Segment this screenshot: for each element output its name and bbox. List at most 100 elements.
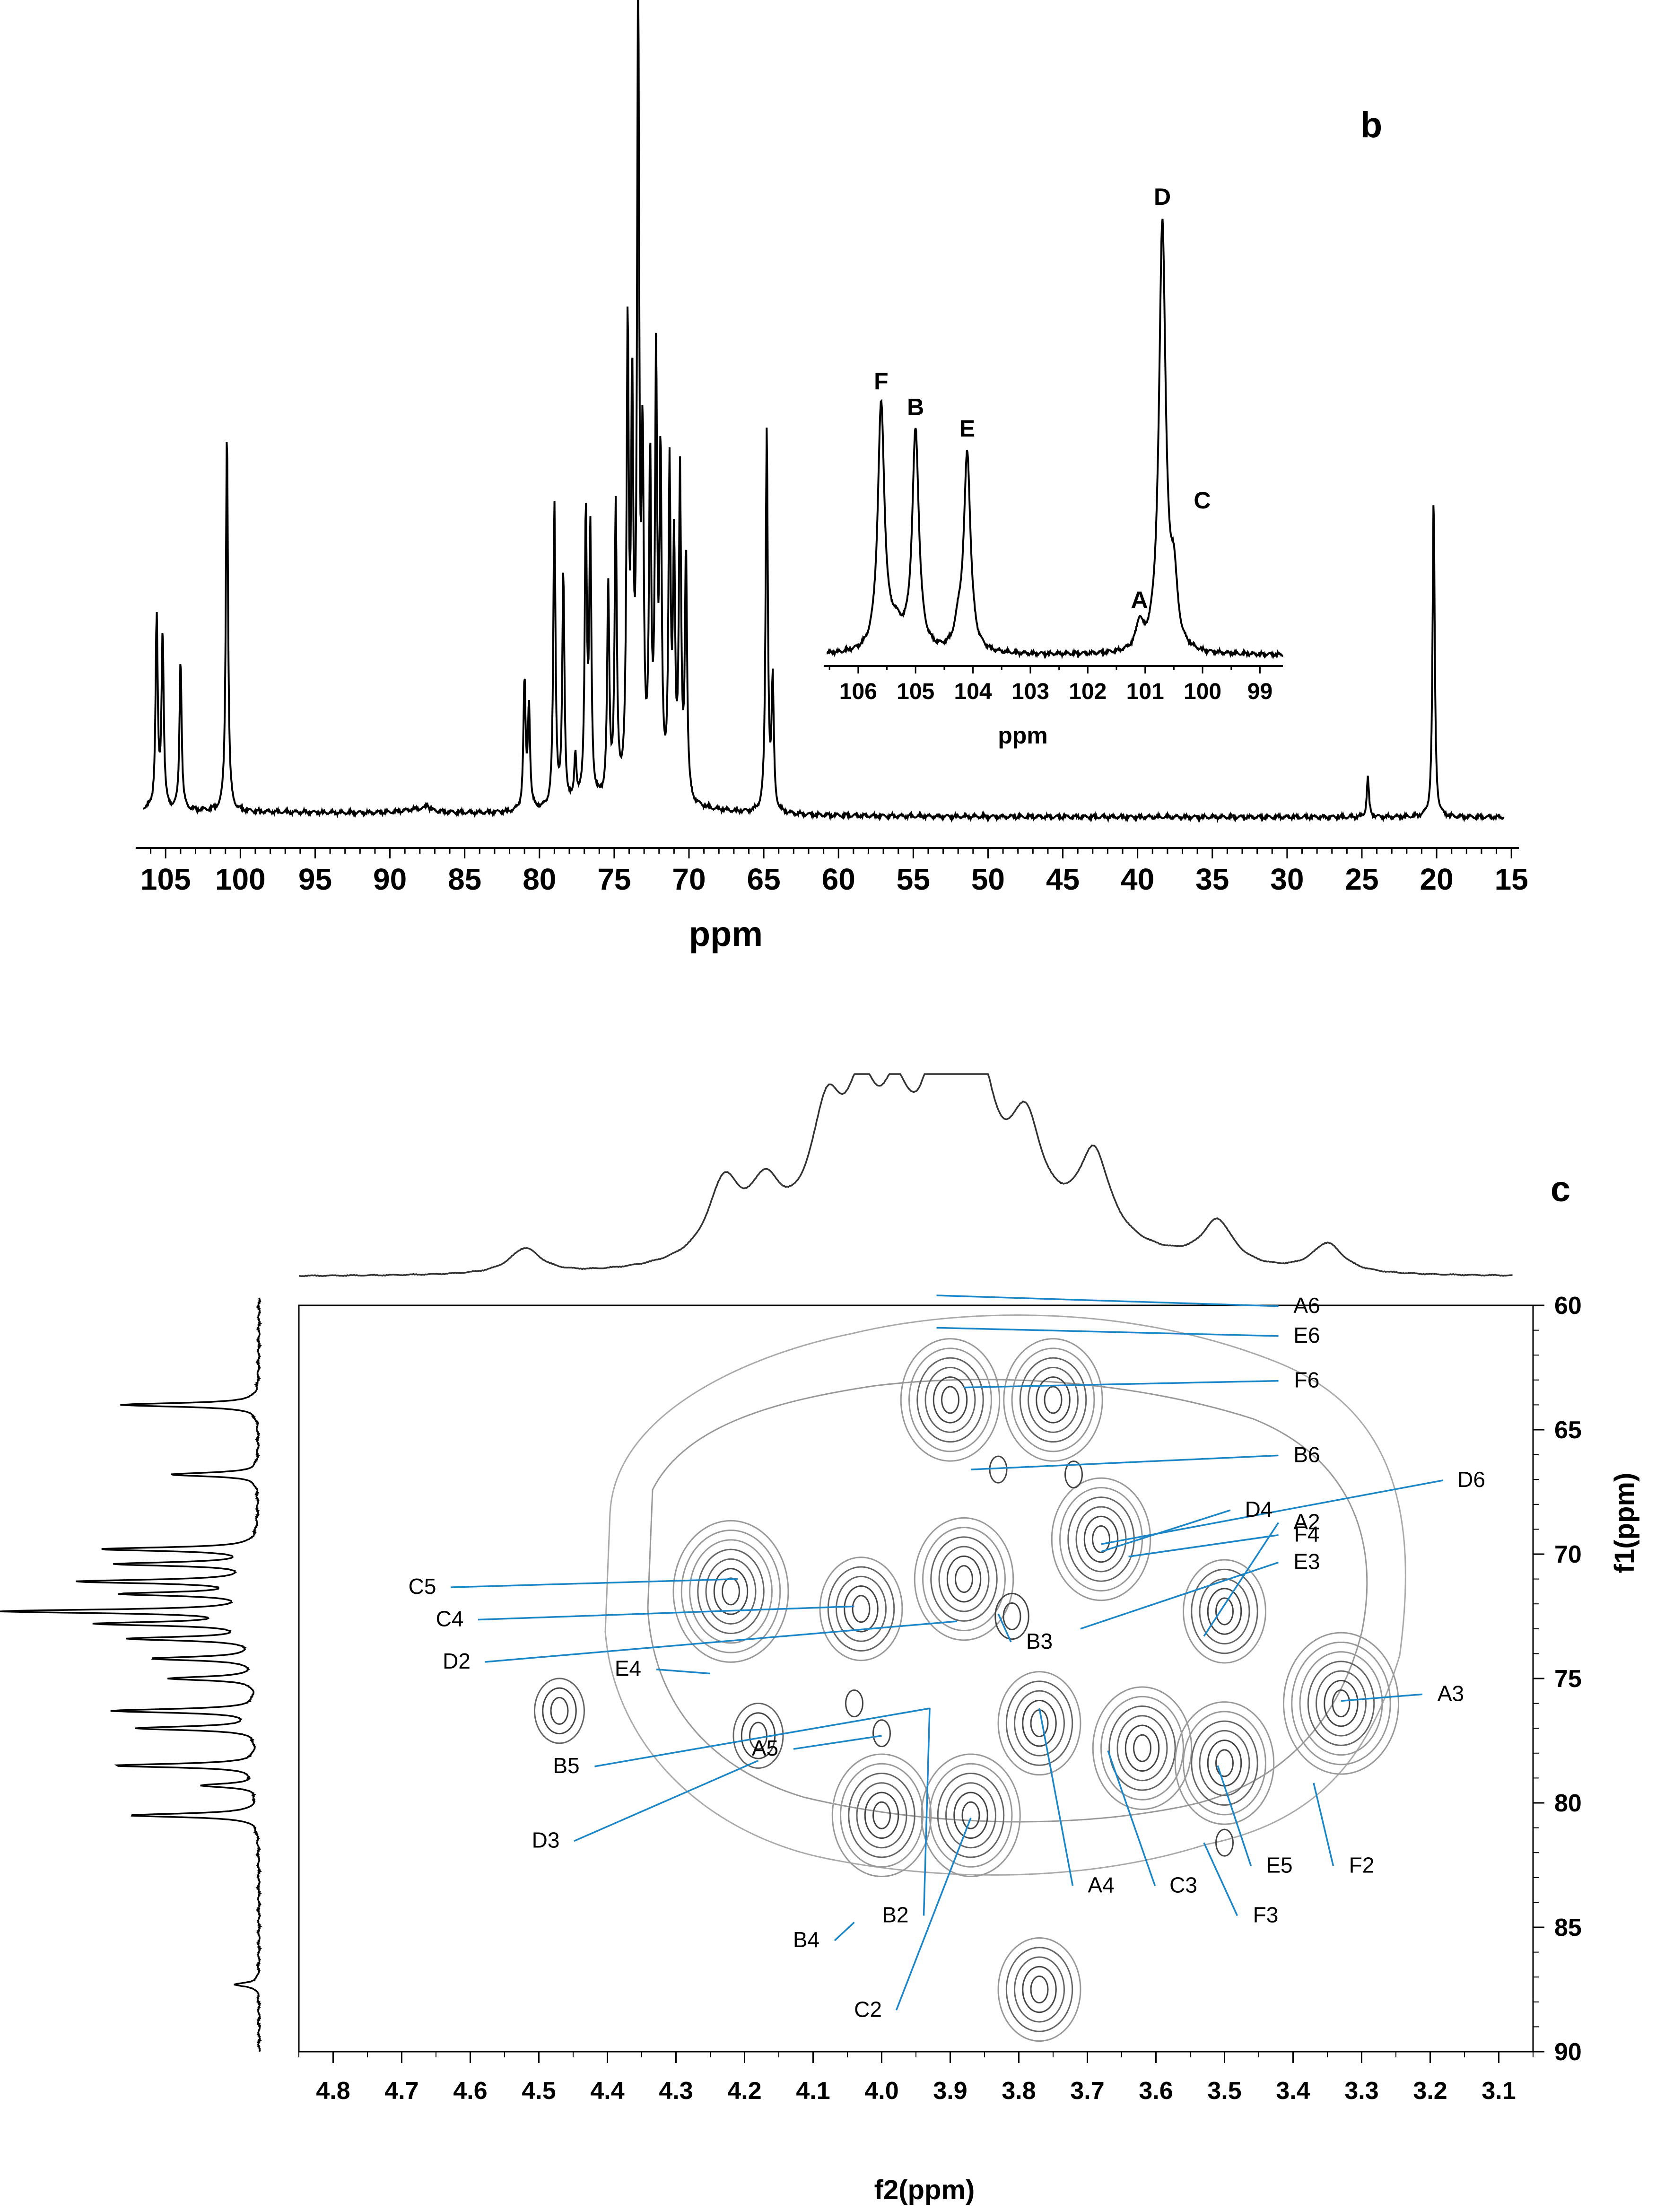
annotation-label: B3 [1026,1629,1053,1653]
contour-ring [1116,1715,1168,1782]
x-tick-label: 100 [1184,679,1221,704]
contour-ring [1191,1568,1258,1654]
contour-ring [1215,1828,1234,1857]
annotation-leader-line [1217,1765,1252,1866]
annotation-label: F6 [1294,1368,1320,1392]
x-tick-label: 25 [1345,862,1378,896]
f1-projection-trace [0,1297,262,2052]
contour-ring [705,1558,757,1625]
annotation-label: C5 [409,1574,436,1599]
contour-ring [1207,1588,1242,1635]
annotation-label: D4 [1245,1497,1273,1521]
f2-tick-label: 4.3 [659,2077,693,2105]
annotation-leader-line [936,1327,1279,1337]
f2-tick-label: 3.7 [1070,2077,1104,2105]
f1-tick-label: 85 [1554,1914,1582,1941]
f2-tick-label: 3.3 [1344,2077,1378,2105]
annotation-leader-line [970,1454,1279,1470]
contour-ring [955,1565,973,1593]
contour-ring [1191,1720,1258,1806]
contour-ring [1005,1680,1073,1766]
contour-ring [1036,1376,1071,1424]
contour-ring [921,1753,1021,1878]
inset-peak-label: D [1154,184,1171,210]
contour-ring [1100,1696,1184,1801]
contour-ring [908,1347,992,1452]
contour-ring [1174,1701,1275,1825]
annotation-label: A3 [1438,1681,1464,1705]
contour-ring [1064,1460,1083,1489]
f2-tick-label: 3.8 [1002,2077,1036,2105]
f2-tick-label: 3.1 [1482,2077,1516,2105]
contour-ring [1022,1699,1057,1747]
x-tick-label: 40 [1121,862,1154,896]
contour-ring [916,1357,984,1443]
f2-tick-label: 3.6 [1139,2077,1173,2105]
annotation-leader-line [895,1817,972,2011]
contour-ring [1022,1966,1057,2013]
x-tick-label: 103 [1011,679,1049,704]
x-tick-label: 90 [373,862,407,896]
inset-peak-labels: FB E A D C [874,184,1211,613]
x-ticks-b: 105 100 95 90 85 80 75 70 65 60 55 50 45 40 35 30 25 20 15 [140,848,1528,896]
contour-ring [1028,1366,1079,1433]
x-tick-label: 102 [1069,679,1107,704]
contour-ring [713,1568,749,1615]
f2-tick-label: 3.2 [1413,2077,1447,2105]
annotation-leader-line [450,1578,738,1588]
contour-ring [1005,1947,1073,2032]
contour-ring [1003,1338,1103,1462]
annotation-label: B6 [1293,1442,1320,1467]
inset-peak-label: A [1131,587,1148,613]
annotation-label: C4 [436,1607,464,1631]
annotation-leader-line [485,1620,958,1663]
contour-ring [946,1555,982,1603]
f1-tick-label: 60 [1554,1292,1582,1320]
contour-map [534,1314,1406,2042]
contour-ring [1299,1651,1383,1756]
contour-ring [872,1719,891,1748]
annotation-label: E5 [1266,1853,1292,1877]
contour-ring [672,1520,789,1663]
annotation-label: F4 [1294,1522,1320,1547]
x-tick-label: 20 [1420,862,1453,896]
contour-ring [941,1386,959,1414]
x-tick-label: 100 [215,862,266,896]
panel-b-1d-spectrum: b 105 100 95 90 85 80 75 70 65 60 55 50 45 40 35 30 25 20… [136,0,1528,953]
f1-tick-label: 65 [1554,1416,1582,1444]
f2-tick-label: 3.9 [933,2077,967,2105]
annotation-leader-line [923,1708,931,1916]
annotation-label: F2 [1349,1853,1375,1877]
contour-ring [933,1376,968,1424]
inset-peak-label: C [1194,487,1211,514]
contour-ring [749,1722,767,1750]
contour-ring [961,1801,980,1829]
contour-ring [1324,1679,1359,1727]
f2-ticks: 4.8 4.7 4.6 4.5 4.4 4.3 4.2 4.1 4.0 3.9 3.8 3.7 3.6 3… [298,2052,1534,2105]
x-ticks-inset: 106 105 104 103 102 101 100 99 [828,666,1273,704]
contour-ring [1307,1661,1375,1746]
annotation-label: E4 [615,1656,641,1681]
contour-ring [938,1546,990,1612]
contour-ring [1051,1477,1151,1601]
annotation-leader-line [574,1759,759,1842]
annotation-label: D3 [532,1828,560,1853]
f2-tick-label: 4.7 [384,2077,418,2105]
contour-ring [1183,1559,1266,1664]
f2-tick-label: 4.6 [453,2077,487,2105]
contour-ring [831,1753,932,1878]
x-tick-label: 60 [822,862,855,896]
contour-envelope [647,1379,1368,1823]
f2-tick-label: 4.4 [590,2077,624,2105]
f2-tick-label: 3.5 [1207,2077,1241,2105]
contour-ring [848,1773,915,1858]
contour-ring [680,1530,781,1653]
contour-ring [840,1763,924,1868]
contour-ring [722,1577,740,1606]
x-tick-label: 99 [1247,679,1273,704]
spectrum-line-inset [826,219,1284,660]
contour-ring [1215,1749,1234,1777]
contour-ring [1316,1670,1367,1737]
inset-peak-label: E [959,415,975,442]
contour-ring [1199,1730,1250,1796]
